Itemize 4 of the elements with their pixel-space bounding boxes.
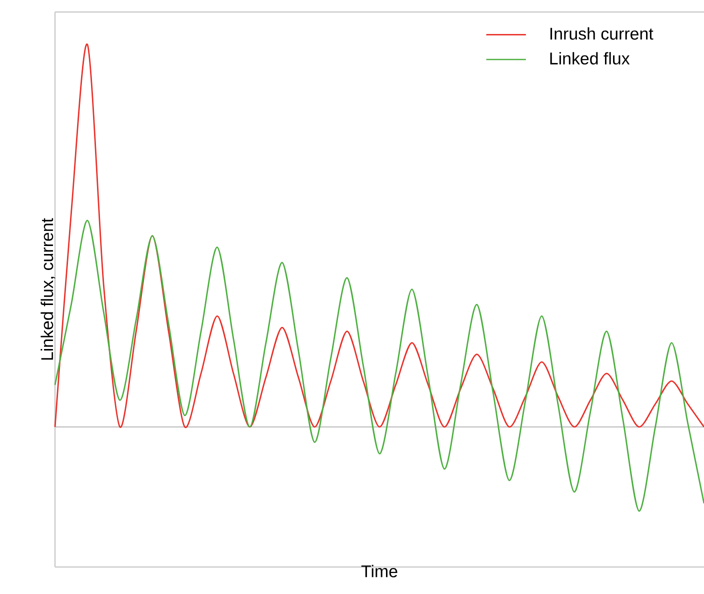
- legend-label: Inrush current: [550, 27, 654, 40]
- y-axis-title: Linked flux, current: [40, 218, 56, 360]
- legend-label: Linked flux: [550, 52, 630, 64]
- x-axis-title: Time: [361, 564, 398, 578]
